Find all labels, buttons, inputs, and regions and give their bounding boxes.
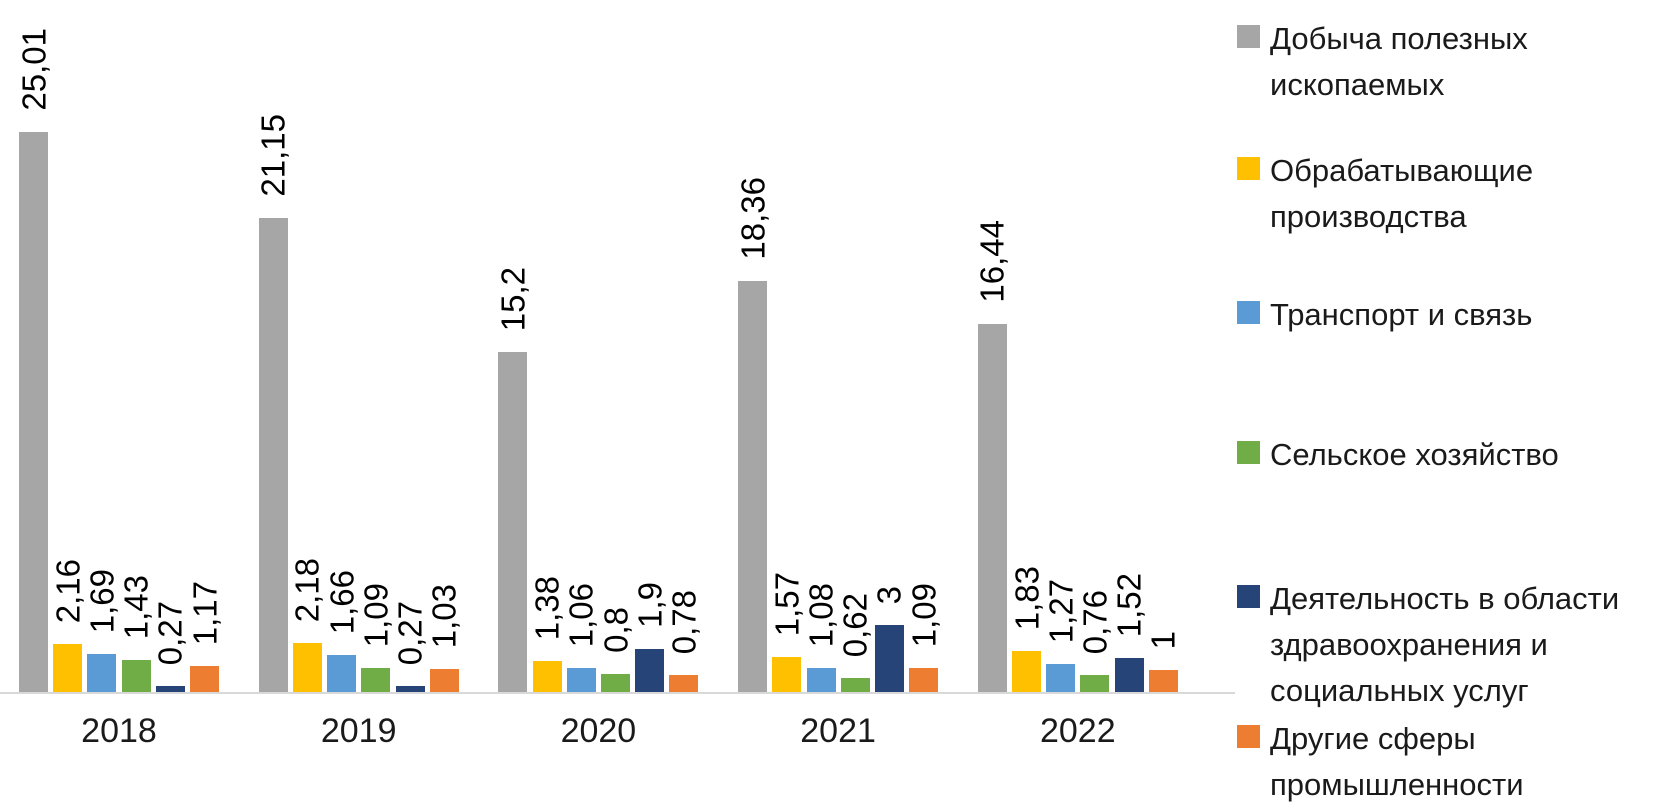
bar-2018-series-0 — [19, 132, 48, 692]
value-label-2019-series-3: 1,09 — [357, 582, 395, 647]
bar-2020-series-5 — [669, 675, 699, 692]
legend-label: Добыча полезных ископаемых — [1270, 21, 1528, 102]
value-label-2019-series-1: 2,18 — [288, 557, 326, 622]
value-label-2019-series-5: 1,03 — [425, 583, 463, 648]
bar-2020-series-0 — [498, 352, 528, 692]
bar-2019-series-3 — [361, 668, 391, 692]
value-label-2019-series-4: 0,27 — [391, 600, 429, 665]
value-label-2020-series-1: 1,38 — [528, 575, 566, 640]
bar-2021-series-4 — [874, 625, 904, 692]
legend: Добыча полезных ископаемых Обрабатывающие… — [1237, 0, 1647, 806]
value-label-2020-series-3: 0,8 — [597, 607, 634, 653]
value-label-2020-series-2: 1,06 — [562, 582, 600, 647]
legend-label: Транспорт и связь — [1270, 297, 1533, 332]
x-axis-tick-label-2021: 2021 — [800, 712, 876, 750]
bar-2020-series-1 — [532, 661, 562, 692]
legend-swatch-icon — [1237, 725, 1260, 748]
value-label-2019-series-0: 21,15 — [254, 114, 292, 197]
value-label-2021-series-1: 1,57 — [768, 571, 806, 636]
legend-swatch-icon — [1237, 25, 1260, 48]
bar-2019-series-1 — [292, 643, 322, 692]
value-label-2021-series-4: 3 — [870, 585, 908, 604]
bar-2018-series-1 — [53, 644, 83, 692]
value-label-2020-series-5: 0,78 — [665, 589, 703, 654]
value-label-2019-series-2: 1,66 — [323, 569, 361, 634]
value-label-2018-series-0: 25,01 — [15, 28, 52, 111]
bar-2018-series-2 — [87, 654, 117, 692]
legend-label: Сельское хозяйство — [1270, 437, 1559, 472]
bar-2022-series-3 — [1080, 675, 1110, 692]
x-axis-tick-label-2019: 2019 — [320, 712, 397, 750]
x-axis-tick-label-2020: 2020 — [560, 712, 637, 750]
bar-2022-series-0 — [977, 324, 1007, 692]
value-label-2021-series-2: 1,08 — [802, 582, 840, 647]
bar-2019-series-2 — [327, 655, 357, 692]
bar-2021-series-3 — [840, 678, 870, 692]
value-label-2022-series-4: 1,52 — [1110, 572, 1148, 637]
plot-area: 25,01 2,16 1,69 1,43 0,27 1,17 21,15 2,18 1,66 1,… — [0, 28, 1235, 694]
value-label-2018-series-1: 2,16 — [49, 558, 87, 623]
legend-swatch-icon — [1237, 157, 1260, 180]
legend-swatch-icon — [1237, 441, 1260, 464]
legend-entry-4: Деятельность в области здравоохранения и… — [1237, 576, 1647, 714]
bar-2019-series-5 — [429, 669, 459, 692]
value-label-2021-series-3: 0,62 — [836, 592, 874, 657]
legend-label: Другие сферы промышленности — [1270, 721, 1524, 802]
bar-2020-series-4 — [635, 649, 665, 692]
value-label-2022-series-3: 0,76 — [1076, 589, 1114, 654]
bar-2019-series-0 — [258, 218, 288, 692]
legend-entry-0: Добыча полезных ископаемых — [1237, 16, 1647, 108]
bar-2022-series-1 — [1012, 651, 1041, 692]
legend-entry-2: Транспорт и связь — [1237, 292, 1532, 338]
value-label-2018-series-2: 1,69 — [83, 568, 121, 633]
value-label-2022-series-0: 16,44 — [973, 220, 1011, 303]
legend-swatch-icon — [1237, 301, 1260, 324]
value-label-2021-series-5: 1,09 — [905, 582, 943, 647]
bar-2020-series-3 — [601, 674, 630, 692]
x-axis-tick-label-2018: 2018 — [81, 712, 157, 750]
legend-entry-5: Другие сферы промышленности — [1237, 716, 1647, 808]
value-label-2018-series-4: 0,27 — [151, 600, 189, 665]
bar-2018-series-4 — [155, 686, 185, 692]
bar-2018-series-5 — [190, 666, 219, 692]
bar-2020-series-2 — [566, 668, 596, 692]
x-axis-tick-label-2022: 2022 — [1039, 712, 1116, 750]
value-label-2020-series-0: 15,2 — [494, 266, 532, 331]
bar-2022-series-5 — [1148, 670, 1178, 692]
legend-label: Деятельность в области здравоохранения и… — [1270, 581, 1620, 708]
legend-entry-1: Обрабатывающие производства — [1237, 148, 1647, 240]
value-label-2020-series-4: 1,9 — [631, 582, 669, 628]
legend-entry-3: Сельское хозяйство — [1237, 432, 1559, 478]
bar-2021-series-2 — [806, 668, 836, 692]
bar-2021-series-5 — [909, 668, 939, 692]
legend-label: Обрабатывающие производства — [1270, 153, 1534, 234]
bar-2021-series-0 — [738, 281, 768, 692]
bar-2018-series-3 — [121, 660, 151, 692]
value-label-2021-series-0: 18,36 — [734, 177, 772, 260]
value-label-2022-series-5: 1 — [1144, 630, 1182, 649]
value-label-2018-series-3: 1,43 — [117, 574, 155, 639]
bar-2022-series-4 — [1114, 658, 1144, 692]
value-label-2022-series-1: 1,83 — [1008, 565, 1045, 630]
value-label-2018-series-5: 1,17 — [186, 580, 223, 645]
bar-2022-series-2 — [1046, 664, 1076, 692]
x-axis-line — [0, 692, 1235, 694]
bar-2021-series-1 — [772, 657, 802, 692]
legend-swatch-icon — [1237, 585, 1260, 608]
bar-2019-series-4 — [395, 686, 425, 692]
value-label-2022-series-2: 1,27 — [1042, 578, 1080, 643]
